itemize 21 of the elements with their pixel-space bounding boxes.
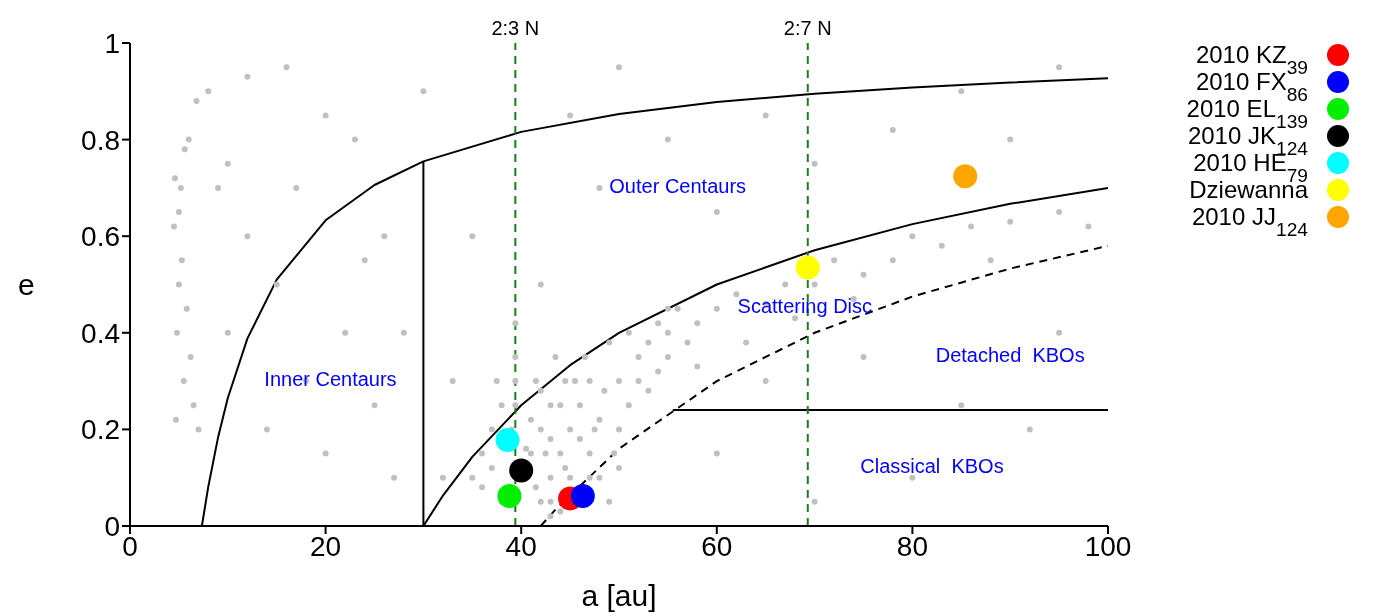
annotation: Inner Centaurs	[264, 367, 397, 390]
x-tick-label: 20	[310, 530, 342, 562]
annotation: 2:7 N	[783, 17, 832, 39]
y-tick-label: 1	[104, 27, 120, 59]
x-tick-label: 40	[505, 530, 537, 562]
annotation: Detached KBOs	[935, 343, 1085, 366]
legend-label: 2010 JJ$_{124}$	[1191, 203, 1309, 240]
x-tick-label: 80	[896, 530, 928, 562]
annotation: Outer Centaurs	[609, 174, 747, 197]
y-tick-label: 0.8	[81, 124, 120, 156]
y-tick-label: 0	[104, 510, 120, 542]
y-axis-title: e	[18, 268, 35, 302]
x-tick-label: 100	[1084, 530, 1132, 562]
annotation: Classical KBOs	[860, 454, 1004, 477]
annotation: Scattering Disc	[737, 295, 873, 318]
y-tick-label: 0.4	[81, 317, 120, 349]
y-tick-label: 0.2	[81, 414, 120, 446]
annotation: 2:3 N	[491, 17, 540, 39]
x-tick-label: 60	[701, 530, 733, 562]
x-axis-title: a [au]	[581, 579, 657, 612]
y-tick-label: 0.6	[81, 221, 120, 253]
